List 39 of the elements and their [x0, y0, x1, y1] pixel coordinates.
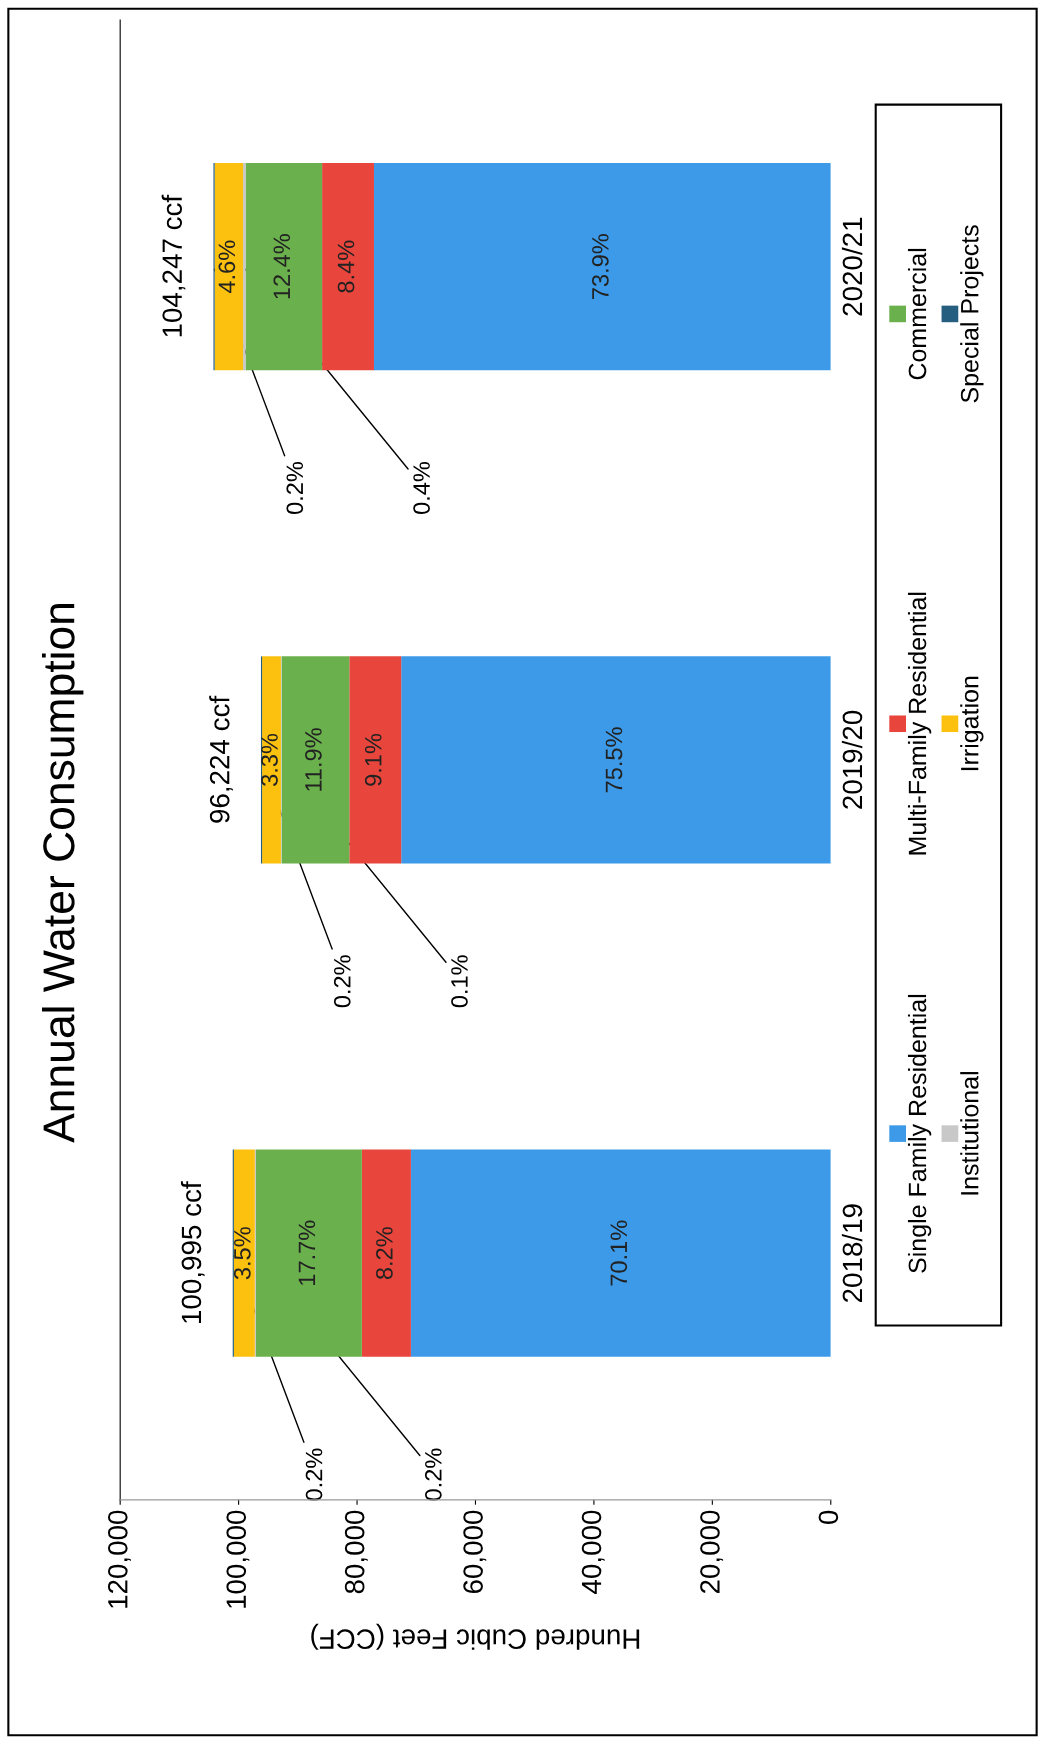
legend-label: Institutional	[960, 1072, 979, 1195]
x-tick-label: 80,000	[344, 1510, 368, 1594]
annotation: 0.2%	[424, 1448, 442, 1501]
annotation: 11.9%	[305, 728, 322, 791]
annotation: 0.2%	[305, 1448, 323, 1501]
legend-label: Irrigation	[960, 676, 984, 771]
annotation: 0.2%	[333, 955, 351, 1008]
total-label: 100,995 ccf	[180, 1181, 205, 1323]
y-tick-label: 2020/21	[841, 217, 863, 316]
total-label: 96,224 ccf	[209, 695, 233, 823]
annotation: 0.4%	[413, 461, 430, 515]
text: Annual Water Consumption	[41, 603, 84, 1143]
annotation: 0.2%	[286, 461, 304, 515]
annotation: 0.1%	[451, 955, 468, 1008]
annotation: 4.6%	[218, 240, 236, 294]
x-axis-title: Hundred Cubic Feet (CCF)	[311, 1623, 640, 1650]
total-label: 104,247 ccf	[161, 194, 186, 337]
x-tick-label: 120,000	[107, 1510, 131, 1608]
legend-label: Multi-Family Residential	[907, 592, 932, 855]
annotation: 70.1%	[610, 1220, 628, 1286]
x-tick-label: 20,000	[700, 1510, 724, 1594]
legend-label: Commercial	[907, 248, 927, 380]
legend-label: Special Projects	[960, 225, 984, 403]
legend-label: Single Family Residential	[907, 994, 932, 1273]
annotation: 73.9%	[591, 234, 609, 299]
x-tick-label: 40,000	[581, 1510, 605, 1594]
annotation: 75.5%	[605, 727, 623, 793]
annotation: 8.4%	[337, 240, 355, 293]
annotation: 8.2%	[376, 1227, 393, 1280]
annotation: 9.1%	[364, 733, 382, 786]
annotation: 3.3%	[261, 733, 278, 786]
y-tick-label: 2019/20	[841, 710, 863, 809]
x-tick-label: 0	[818, 1510, 839, 1524]
annotation: 12.4%	[273, 234, 291, 299]
annotation: 17.7%	[298, 1220, 316, 1285]
x-tick-label: 60,000	[463, 1510, 487, 1594]
y-tick-label: 2018/19	[841, 1204, 863, 1303]
annotation: 3.5%	[233, 1227, 251, 1280]
x-tick-label: 100,000	[226, 1510, 250, 1608]
